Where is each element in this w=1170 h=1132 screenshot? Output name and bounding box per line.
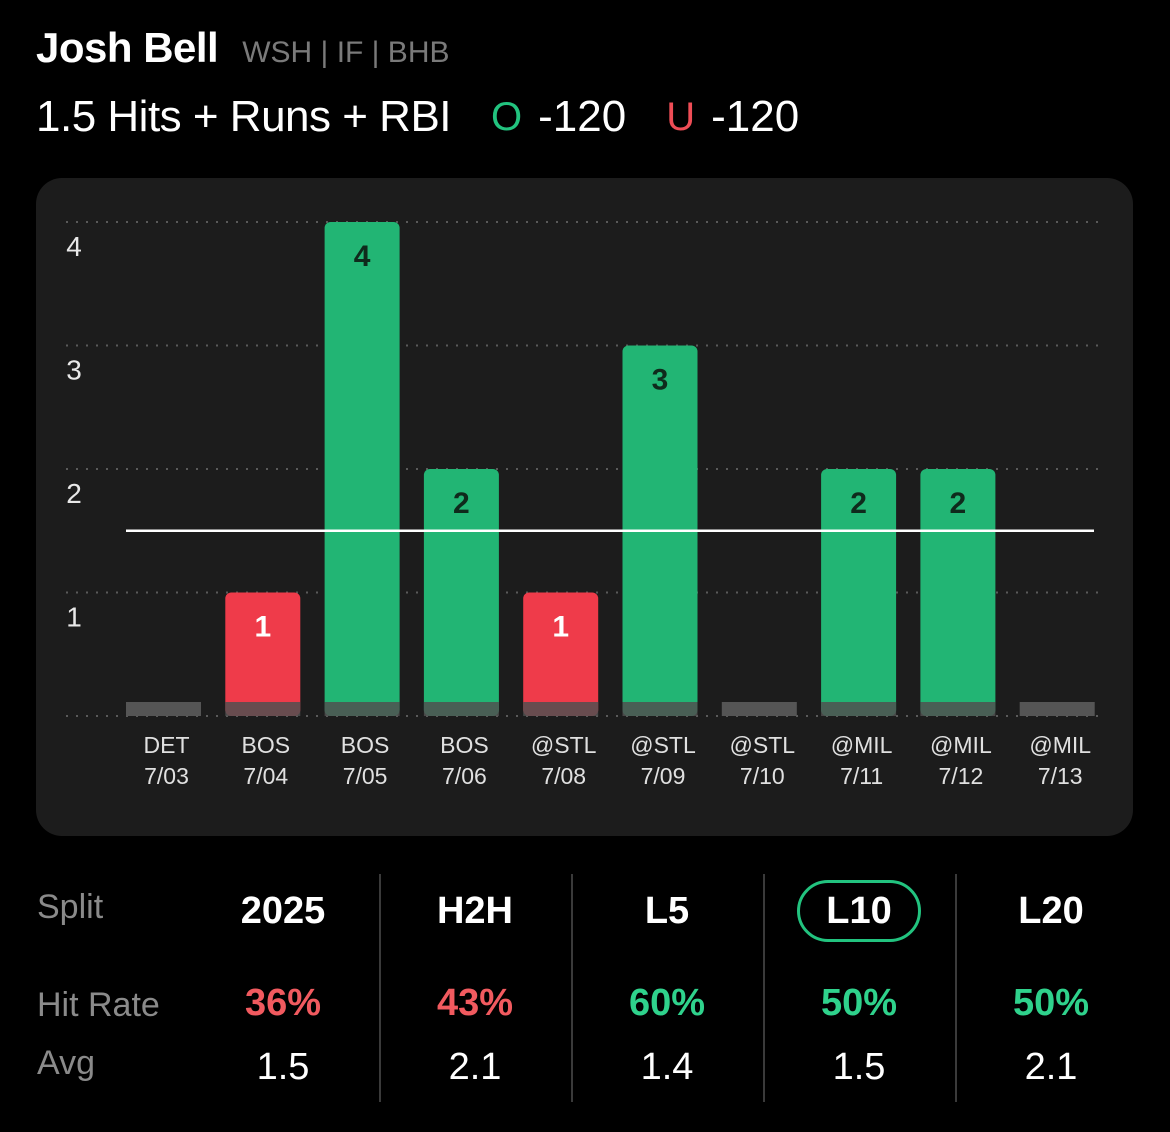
- x-tick-date: 7/03: [144, 763, 189, 789]
- split-tab[interactable]: L20: [956, 888, 1146, 934]
- avg-value: 2.1: [448, 1046, 502, 1088]
- x-tick-date: 7/12: [939, 763, 984, 789]
- bar: [523, 592, 599, 716]
- under-odds-button[interactable]: U -120: [666, 92, 799, 142]
- over-odds-button[interactable]: O -120: [491, 92, 626, 142]
- y-tick-label: 4: [66, 231, 82, 262]
- x-tick-team: @MIL: [831, 732, 893, 758]
- prop-label: 1.5 Hits + Runs + RBI: [36, 92, 452, 141]
- avg-value: 2.1: [1024, 1046, 1078, 1088]
- x-tick-team: @STL: [531, 732, 597, 758]
- bar-base: [821, 702, 897, 716]
- split-column-h2h[interactable]: H2H 43% 2.1: [380, 858, 570, 1108]
- x-tick-team: @STL: [630, 732, 696, 758]
- x-tick-date: 7/10: [740, 763, 785, 789]
- bar-value-label: 4: [354, 240, 371, 273]
- avg-value: 1.4: [640, 1046, 694, 1088]
- split-divider: [379, 874, 381, 1102]
- split-tab-label: L20: [1018, 890, 1084, 932]
- split-divider: [763, 874, 765, 1102]
- hit-rate-value: 50%: [820, 982, 898, 1024]
- bar-base: [423, 702, 499, 716]
- player-header: Josh Bell WSH | IF | BHB 1.5 Hits + Runs…: [36, 24, 1150, 152]
- bar: [324, 222, 400, 716]
- split-divider: [571, 874, 573, 1102]
- splits-table: Split Hit Rate Avg 2025 36% 1.5 H2H 43% 2.1 L5…: [0, 858, 1170, 1118]
- avg-row-label: Avg: [37, 1044, 95, 1082]
- split-tab[interactable]: L5: [572, 888, 762, 934]
- bar-value-label: 2: [950, 487, 967, 520]
- split-column-2025[interactable]: 2025 36% 1.5: [188, 858, 378, 1108]
- game-log-chart: 1 2 3 4 DET 7/03 1 BOS 7/04 4 BOS 7/05 2 BOS 7/06 1 @STL…: [36, 178, 1133, 836]
- under-price: -120: [711, 92, 800, 141]
- bar-base: [622, 702, 698, 716]
- x-tick-date: 7/09: [641, 763, 686, 789]
- x-tick-team: BOS: [440, 732, 489, 758]
- prop-line-row: 1.5 Hits + Runs + RBI O -120 U -120: [36, 82, 1150, 152]
- x-tick-team: DET: [144, 732, 190, 758]
- hit-rate-value: 60%: [628, 982, 706, 1024]
- player-meta: WSH | IF | BHB: [242, 36, 450, 69]
- split-column-l20[interactable]: L20 50% 2.1: [956, 858, 1146, 1108]
- bar-value-label: 2: [850, 487, 867, 520]
- split-tab[interactable]: L10: [764, 880, 954, 942]
- split-column-l5[interactable]: L5 60% 1.4: [572, 858, 762, 1108]
- y-tick-label: 1: [66, 602, 82, 633]
- over-price: -120: [538, 92, 627, 141]
- bar: [225, 592, 301, 716]
- split-tab[interactable]: 2025: [188, 888, 378, 934]
- split-row-label: Split: [37, 888, 104, 926]
- split-tab[interactable]: H2H: [380, 888, 570, 934]
- x-tick-team: @MIL: [1029, 732, 1091, 758]
- x-tick-date: 7/13: [1038, 763, 1083, 789]
- hit-rate-value: 36%: [244, 982, 322, 1024]
- hit-rate-value: 50%: [1012, 982, 1090, 1024]
- x-tick-team: BOS: [242, 732, 291, 758]
- bar-base: [523, 702, 599, 716]
- bar-value-label: 3: [652, 364, 669, 397]
- split-tab-label: L10: [797, 880, 921, 942]
- x-tick-team: BOS: [341, 732, 390, 758]
- x-tick-date: 7/08: [541, 763, 586, 789]
- bar-value-label: 1: [254, 611, 271, 644]
- player-name: Josh Bell: [36, 24, 219, 71]
- avg-value: 1.5: [256, 1046, 310, 1088]
- over-letter: O: [491, 94, 523, 139]
- split-divider: [955, 874, 957, 1102]
- under-letter: U: [666, 94, 696, 139]
- bar-chart: 1 2 3 4 DET 7/03 1 BOS 7/04 4 BOS 7/05 2 BOS 7/06 1 @STL…: [66, 221, 1102, 789]
- x-tick-date: 7/06: [442, 763, 487, 789]
- x-tick-date: 7/11: [840, 763, 883, 789]
- x-tick-team: @STL: [730, 732, 796, 758]
- split-tab-label: L5: [644, 890, 690, 932]
- x-tick-date: 7/05: [343, 763, 388, 789]
- split-column-l10[interactable]: L10 50% 1.5: [764, 858, 954, 1108]
- x-tick-team: @MIL: [930, 732, 992, 758]
- bar-value-label: 2: [453, 487, 470, 520]
- bar-base: [324, 702, 400, 716]
- bar-base: [920, 702, 996, 716]
- split-tab-label: 2025: [240, 890, 326, 932]
- name-row: Josh Bell WSH | IF | BHB: [36, 24, 1150, 76]
- avg-value: 1.5: [832, 1046, 886, 1088]
- bar-base: [1019, 702, 1095, 716]
- bar-value-label: 1: [552, 611, 569, 644]
- bar-base: [126, 702, 201, 716]
- y-tick-label: 2: [66, 478, 82, 509]
- hit-rate-row-label: Hit Rate: [37, 986, 160, 1024]
- y-tick-label: 3: [66, 355, 82, 386]
- bar-base: [225, 702, 301, 716]
- split-tab-label: H2H: [436, 890, 514, 932]
- bar-base: [721, 702, 797, 716]
- x-tick-date: 7/04: [243, 763, 288, 789]
- hit-rate-value: 43%: [436, 982, 514, 1024]
